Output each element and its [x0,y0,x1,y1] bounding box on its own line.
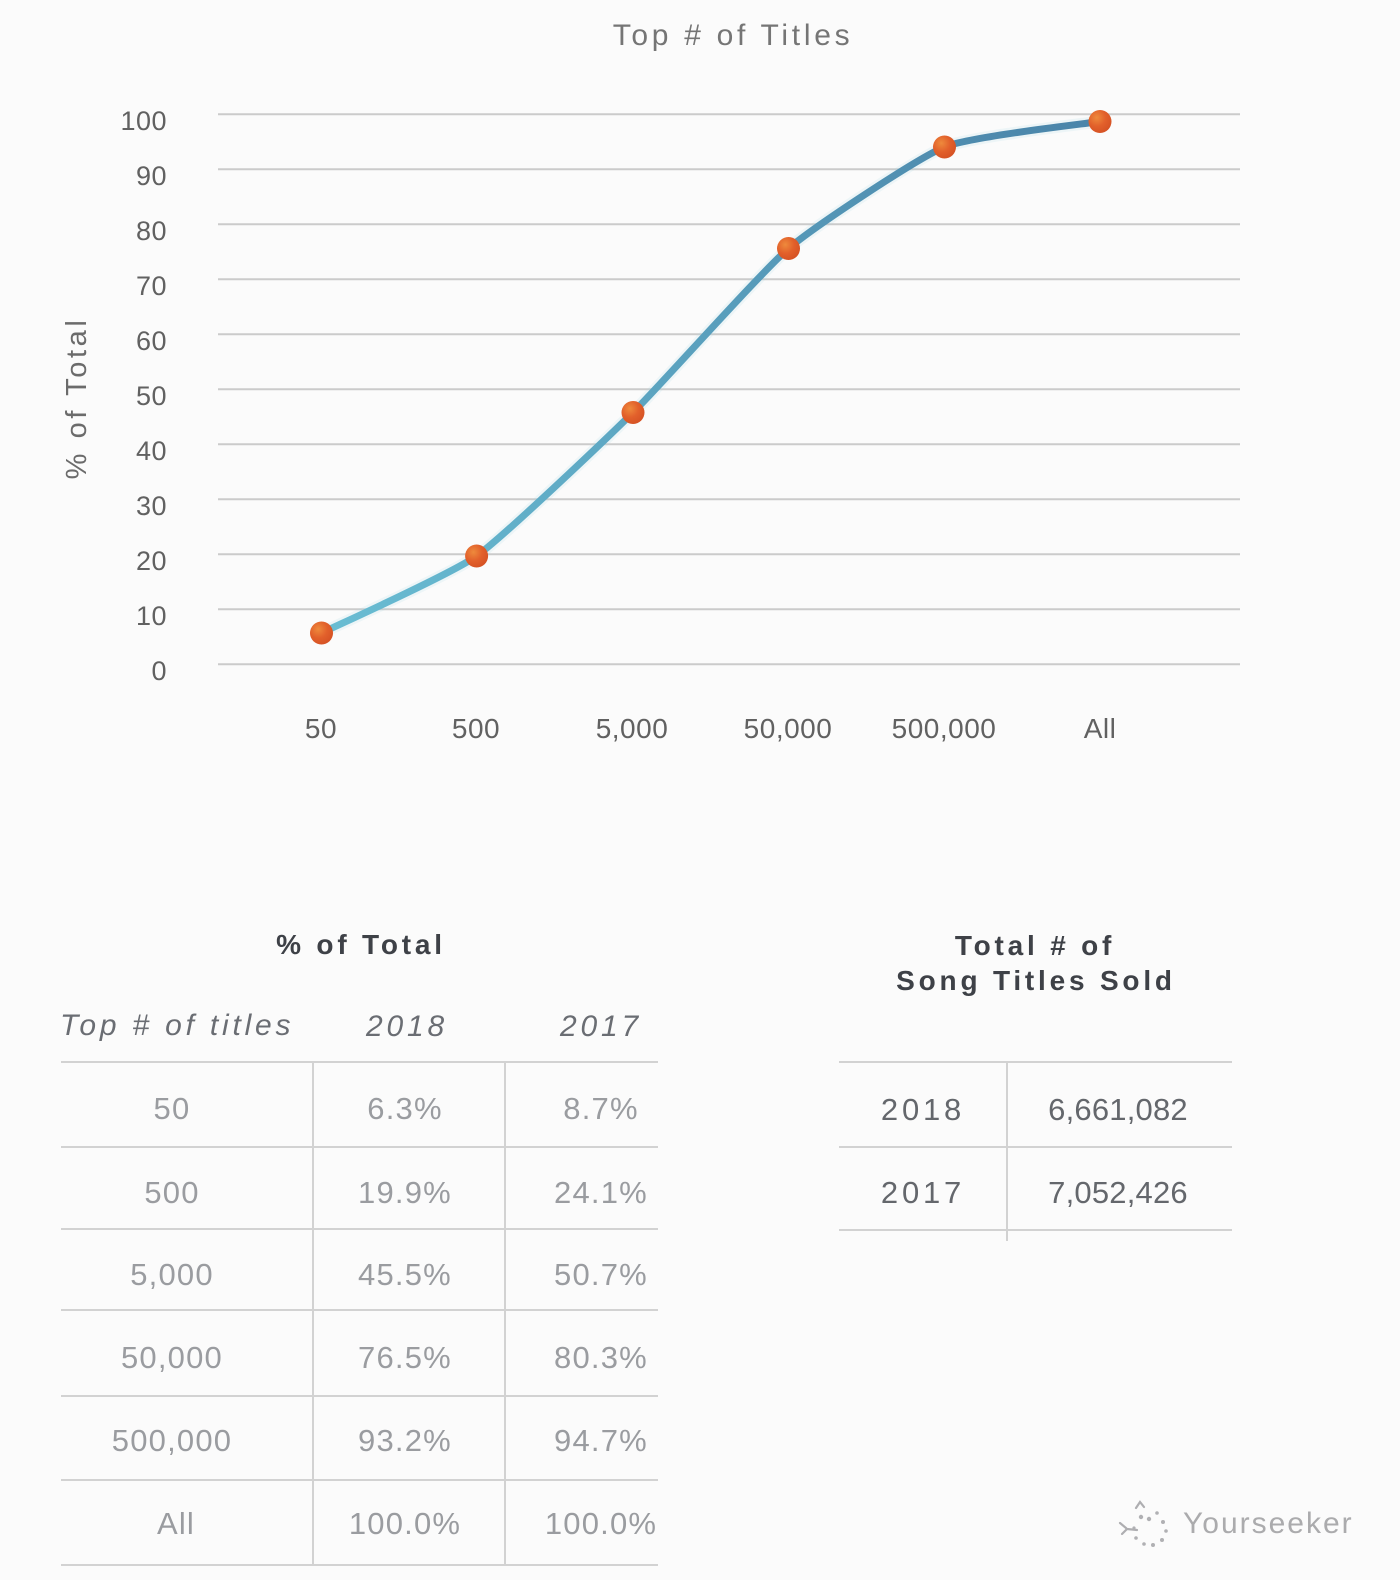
svg-text:50,000: 50,000 [744,713,833,744]
svg-text:All: All [1084,713,1117,744]
svg-text:% of Total: % of Total [61,317,93,480]
svg-text:0: 0 [151,656,167,686]
svg-text:500: 500 [452,713,500,744]
svg-text:40: 40 [136,436,167,466]
svg-text:60: 60 [136,326,167,356]
svg-text:Top # of Titles: Top # of Titles [613,19,854,52]
svg-text:50: 50 [136,381,167,411]
svg-text:80: 80 [136,216,167,246]
svg-text:70: 70 [136,271,167,301]
svg-text:50: 50 [305,713,337,744]
svg-text:5,000: 5,000 [596,713,669,744]
svg-text:10: 10 [136,601,167,631]
svg-text:500,000: 500,000 [892,713,997,744]
svg-text:20: 20 [136,546,167,576]
svg-text:90: 90 [136,161,167,191]
svg-text:Yourseeker: Yourseeker [1183,1507,1354,1540]
svg-text:100: 100 [120,106,167,136]
svg-text:30: 30 [136,491,167,521]
